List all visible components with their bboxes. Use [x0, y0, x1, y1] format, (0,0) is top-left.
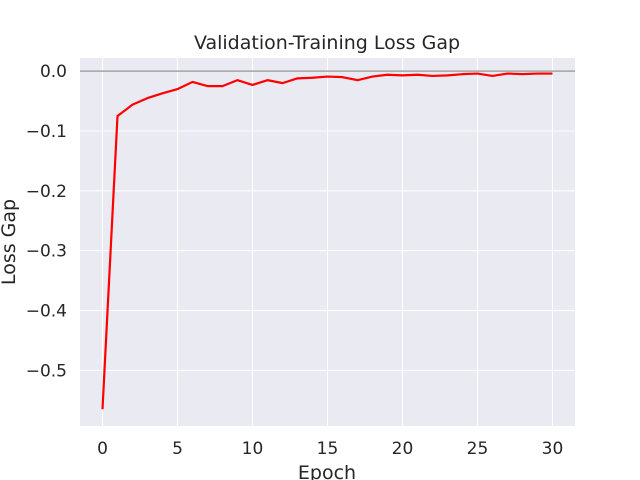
- x-tick-label: 5: [172, 439, 183, 459]
- y-tick-label: −0.2: [26, 182, 67, 202]
- x-axis-label: Epoch: [298, 462, 356, 480]
- series-layer: [101, 72, 553, 410]
- x-tick-label: 25: [467, 439, 489, 459]
- x-tick-labels: 0 5 10 15 20 25 30: [97, 439, 563, 459]
- x-tick-label: 30: [542, 439, 564, 459]
- x-tick-label: 0: [97, 439, 108, 459]
- x-tick-label: 10: [242, 439, 264, 459]
- y-tick-label: −0.5: [26, 361, 67, 381]
- y-tick-label: −0.1: [26, 122, 67, 142]
- y-tick-labels: 0.0 −0.1 −0.2 −0.3 −0.4 −0.5: [26, 62, 67, 381]
- chart-title: Validation-Training Loss Gap: [194, 32, 460, 54]
- y-tick-label: −0.3: [26, 242, 67, 262]
- x-tick-label: 15: [317, 439, 339, 459]
- y-axis-label: Loss Gap: [0, 199, 20, 285]
- y-tick-label: 0.0: [40, 62, 67, 82]
- x-tick-label: 20: [392, 439, 414, 459]
- y-tick-label: −0.4: [26, 302, 67, 322]
